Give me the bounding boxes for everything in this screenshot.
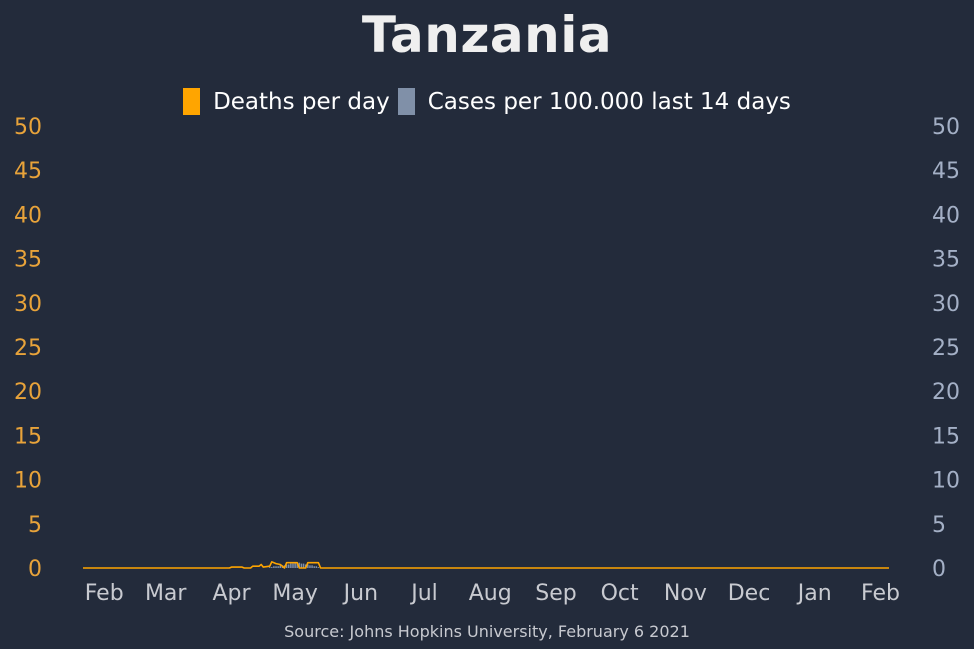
y-right-tick-label: 30 xyxy=(932,292,960,317)
cases-bar xyxy=(271,567,273,568)
x-tick-label: Feb xyxy=(85,581,124,606)
cases-bar xyxy=(290,563,292,568)
x-tick-label: Jan xyxy=(796,581,832,606)
cases-bar xyxy=(279,565,282,568)
y-left-tick-label: 40 xyxy=(14,203,42,228)
y-right-tick-label: 45 xyxy=(932,159,960,184)
x-tick-label: Sep xyxy=(535,581,576,606)
cases-bar xyxy=(294,562,296,568)
x-tick-label: Jun xyxy=(342,581,378,606)
y-left-tick-label: 25 xyxy=(14,336,42,361)
x-tick-label: Aug xyxy=(469,581,512,606)
y-right-tick-label: 40 xyxy=(932,203,960,228)
y-right-tick-label: 10 xyxy=(932,469,960,494)
y-left-tick-label: 30 xyxy=(14,292,42,317)
x-tick-label: Oct xyxy=(601,581,639,606)
y-right-tick-label: 20 xyxy=(932,380,960,405)
cases-bar xyxy=(292,563,294,568)
x-tick-label: Jul xyxy=(409,581,438,606)
legend-item-deaths: Deaths per day xyxy=(183,88,390,115)
legend-label-cases: Cases per 100.000 last 14 days xyxy=(427,88,791,115)
y-left-tick-label: 50 xyxy=(14,115,42,140)
y-left-tick-label: 10 xyxy=(14,469,42,494)
y-right-tick-label: 50 xyxy=(932,115,960,140)
cases-bar xyxy=(302,563,305,568)
y-left-tick-label: 0 xyxy=(28,557,42,582)
x-tick-label: Apr xyxy=(212,581,251,606)
cases-bar xyxy=(268,567,271,568)
legend-swatch-cases xyxy=(397,88,415,115)
chart-source: Source: Johns Hopkins University, Februa… xyxy=(284,622,690,641)
y-left-tick-label: 20 xyxy=(14,380,42,405)
cases-bar xyxy=(300,563,303,568)
y-left-tick-label: 35 xyxy=(14,248,42,273)
cases-bar xyxy=(275,566,277,568)
y-right-tick-label: 25 xyxy=(932,336,960,361)
cases-bar xyxy=(313,566,315,568)
y-left-tick-label: 15 xyxy=(14,424,42,449)
y-right-tick-label: 0 xyxy=(932,557,946,582)
x-tick-label: Dec xyxy=(728,581,771,606)
cases-bar xyxy=(277,566,279,568)
cases-bar xyxy=(309,565,311,568)
cases-bar xyxy=(273,566,275,568)
legend-item-cases: Cases per 100.000 last 14 days xyxy=(397,88,791,115)
legend-label-deaths: Deaths per day xyxy=(213,88,390,115)
x-tick-label: May xyxy=(272,581,317,606)
cases-bar xyxy=(311,565,313,568)
x-tick-label: Nov xyxy=(664,581,707,606)
cases-bar xyxy=(298,562,301,568)
cases-bar xyxy=(296,562,298,568)
y-right-tick-label: 35 xyxy=(932,248,960,273)
cases-bar xyxy=(285,564,288,568)
cases-bar xyxy=(307,564,309,568)
y-left-tick-label: 45 xyxy=(14,159,42,184)
chart-legend: Deaths per day Cases per 100.000 last 14… xyxy=(0,88,974,115)
cases-bar xyxy=(317,567,320,568)
cases-bar xyxy=(315,566,318,568)
y-left-tick-label: 5 xyxy=(28,513,42,538)
x-tick-label: Mar xyxy=(145,581,187,606)
x-tick-label: Feb xyxy=(861,581,900,606)
cases-bar xyxy=(287,564,290,568)
deaths-line xyxy=(83,560,889,569)
chart-title: Tanzania xyxy=(361,6,613,64)
y-right-tick-label: 5 xyxy=(932,513,946,538)
y-right-tick-label: 15 xyxy=(932,424,960,449)
legend-swatch-deaths xyxy=(183,88,201,115)
